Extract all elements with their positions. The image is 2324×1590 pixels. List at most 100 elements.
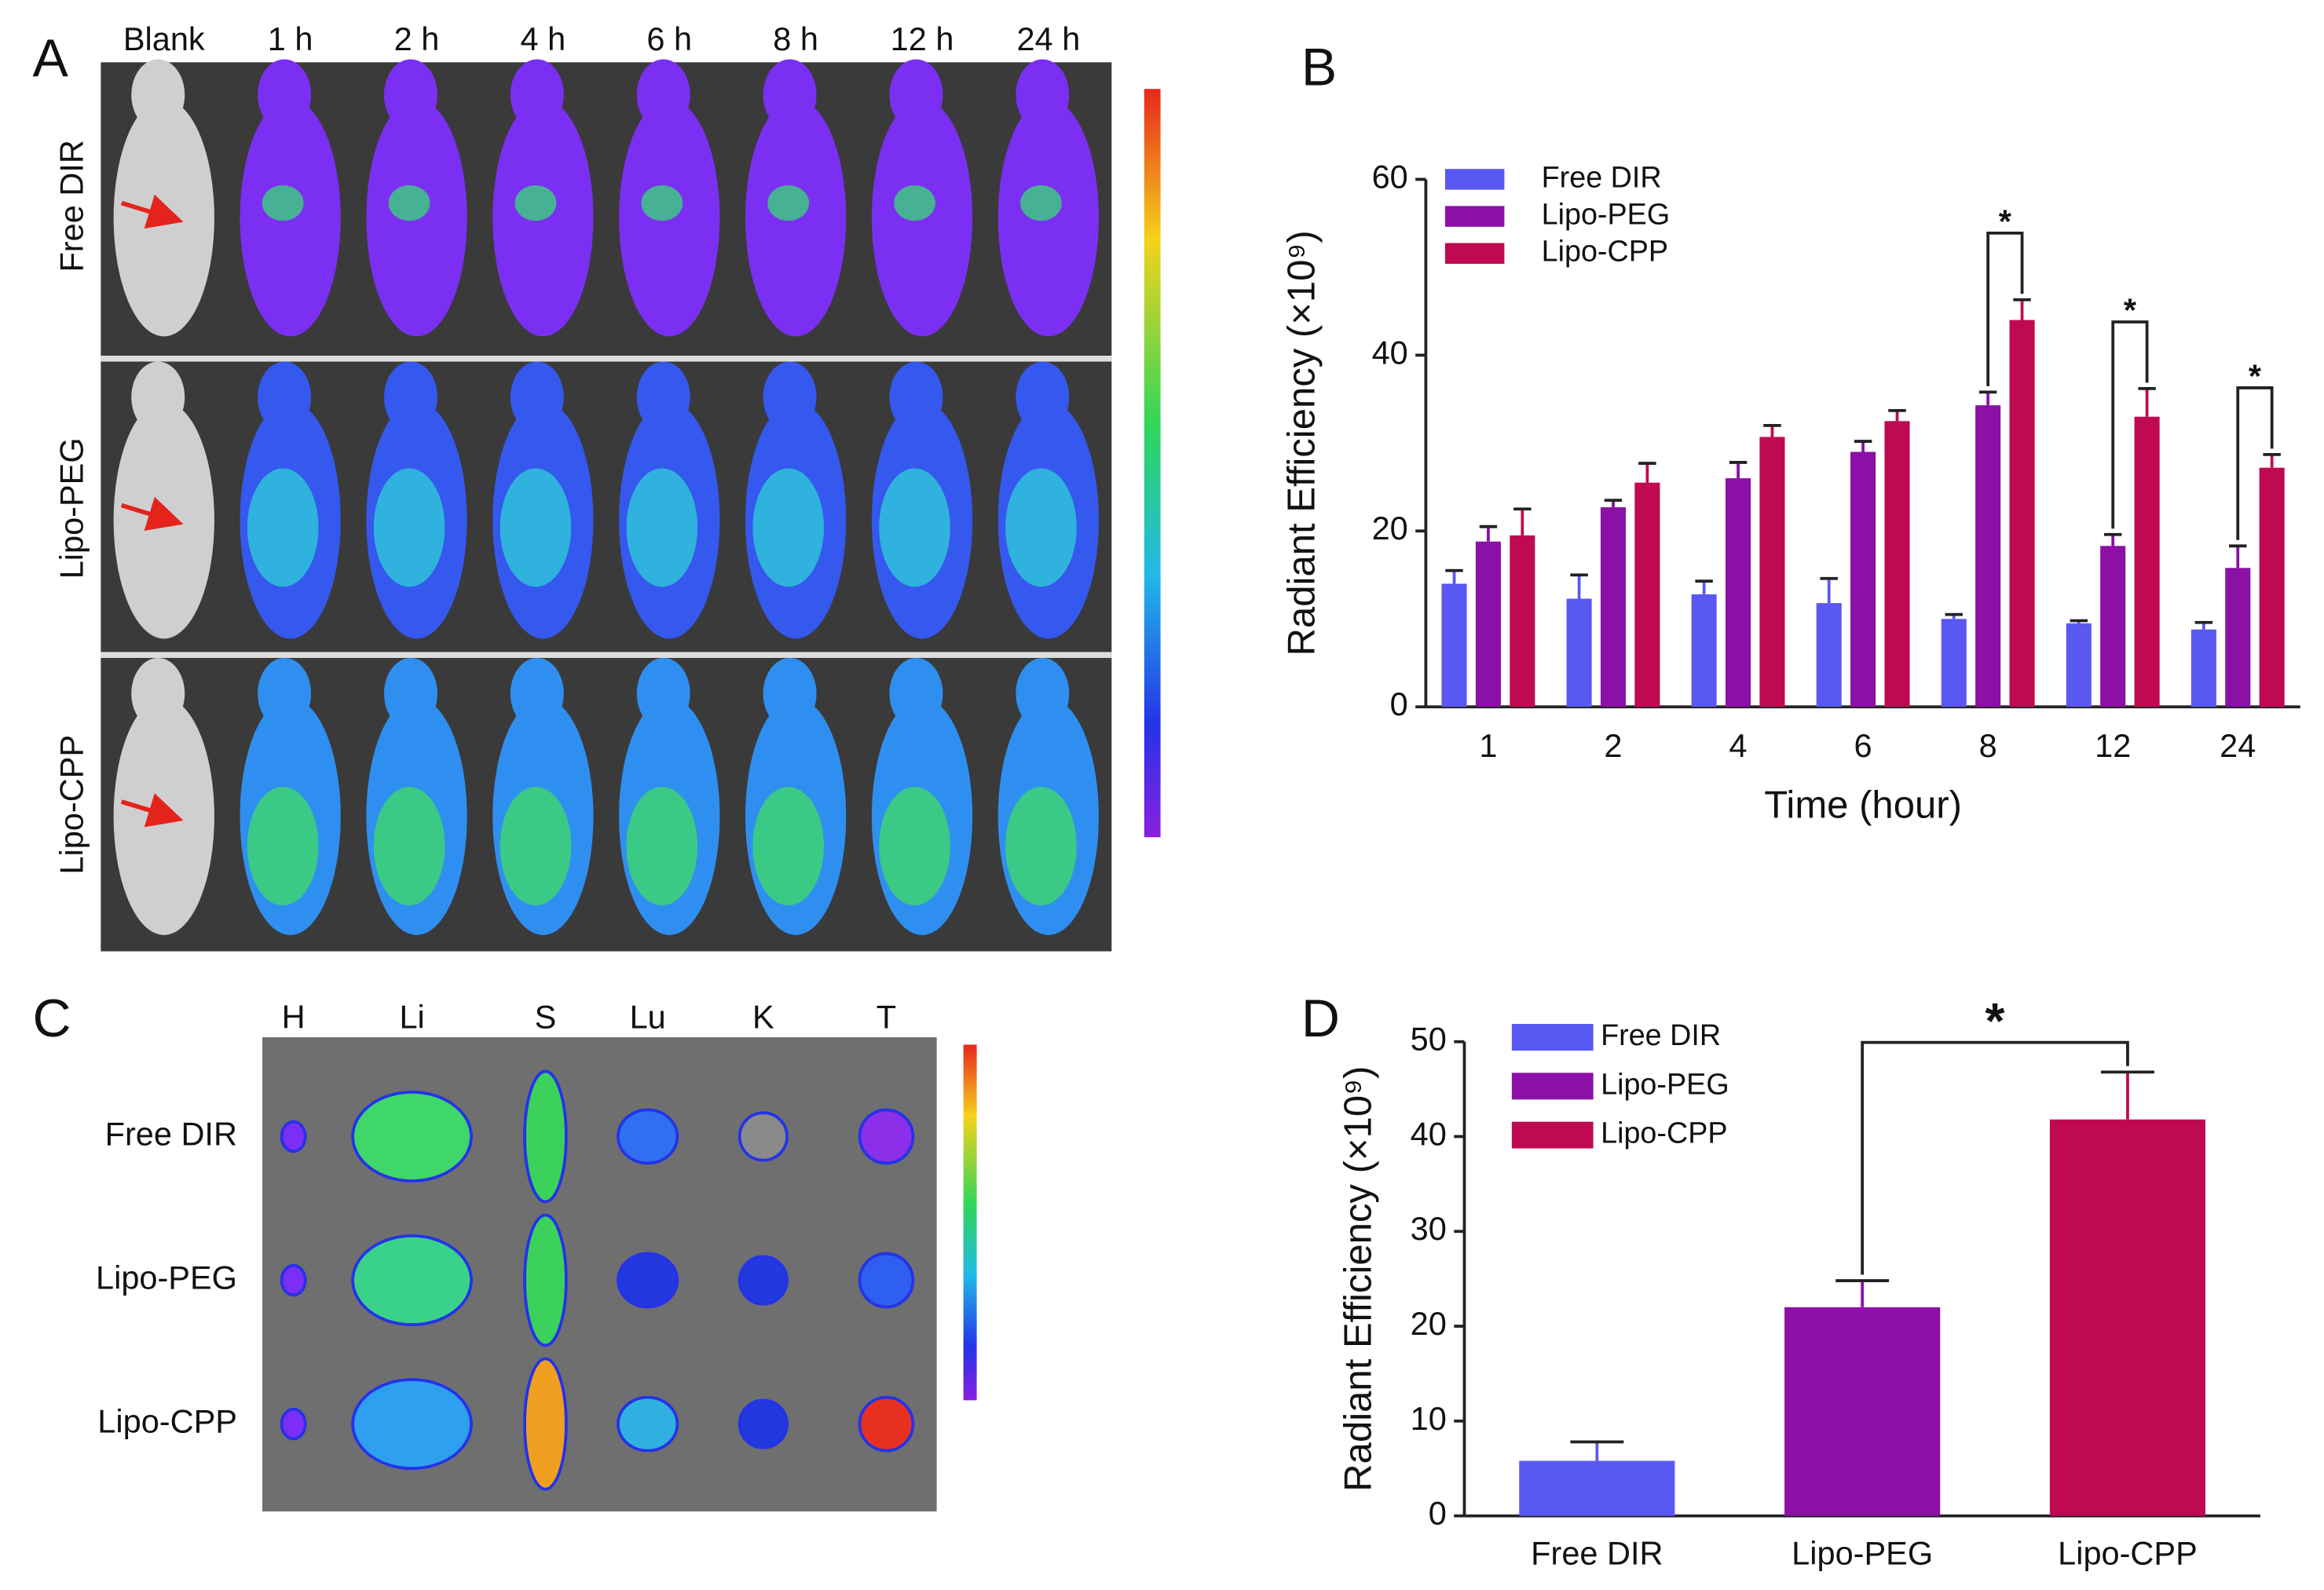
panel-label: A (33, 29, 69, 88)
signal (1005, 468, 1077, 587)
bar (1691, 594, 1717, 707)
x-tick-label: 2 (1604, 727, 1622, 764)
x-tick-label: 8 (1979, 727, 1997, 764)
organ (858, 1395, 915, 1453)
y-tick-label: 60 (1372, 158, 1408, 195)
y-tick-label: 0 (1390, 685, 1408, 722)
color-scale (963, 1044, 977, 1401)
signal (767, 185, 810, 221)
signal (879, 787, 950, 906)
signal (514, 185, 557, 221)
organ (617, 1395, 679, 1453)
mouse-head (1016, 59, 1070, 131)
signal (262, 185, 304, 221)
mouse-head (258, 657, 312, 729)
column-label: T (877, 998, 896, 1035)
signal (879, 468, 950, 587)
column-label: 6 h (646, 20, 692, 57)
bar (2009, 320, 2035, 707)
bar (2134, 416, 2160, 707)
x-tick-label: Free DIR (1531, 1535, 1663, 1572)
panel-label: D (1301, 989, 1340, 1048)
mouse-head (258, 59, 312, 131)
organ (737, 1255, 789, 1306)
y-tick-label: 20 (1372, 510, 1408, 546)
column-label: S (535, 998, 557, 1035)
bar (2066, 623, 2092, 707)
signal (388, 185, 430, 221)
bar (2100, 546, 2126, 707)
organ (523, 1069, 568, 1204)
organ (523, 1213, 568, 1347)
row-label: Lipo-CPP (53, 735, 90, 875)
column-label: 4 h (521, 20, 566, 57)
mouse-head (1016, 361, 1070, 433)
legend-label: Free DIR (1542, 160, 1662, 193)
legend-label: Lipo-CPP (1601, 1117, 1728, 1150)
bar (1784, 1307, 1941, 1516)
arrow (120, 793, 184, 828)
column-label: 1 h (268, 20, 313, 57)
legend-label: Lipo-PEG (1542, 198, 1671, 231)
signal (500, 787, 572, 906)
signal (752, 787, 825, 906)
row-label: Lipo-PEG (53, 437, 90, 579)
organ (617, 1252, 679, 1309)
mouse-head (131, 59, 185, 131)
bar (1726, 478, 1751, 707)
mouse-head (510, 657, 564, 729)
significance-bracket (2236, 386, 2274, 540)
panel-label: B (1301, 38, 1337, 97)
bar (1816, 603, 1842, 707)
column-label: 2 h (394, 20, 440, 57)
x-tick-label: 4 (1729, 727, 1748, 764)
panel-a: Blank 1 h 2 h 4 h 6 h 8 h 12 h 24 h Free DIR Lipo… (53, 20, 1112, 935)
bar (2225, 568, 2251, 707)
mouse-head (636, 361, 690, 433)
mouse-head (131, 657, 185, 729)
bar (1566, 598, 1592, 707)
mouse-head (889, 59, 943, 131)
row-label: Free DIR (53, 140, 90, 272)
legend-label: Free DIR (1601, 1018, 1721, 1051)
annotation: * (2124, 292, 2137, 329)
y-tick-label: 20 (1411, 1305, 1447, 1342)
organ (858, 1252, 915, 1309)
column-label: Lu (630, 998, 666, 1035)
legend-swatch (1511, 1121, 1594, 1149)
legend-swatch (1444, 206, 1505, 227)
row-label: Free DIR (105, 1115, 237, 1152)
charts: 0 20 40 60 Radiant Efficiency (×10⁹) Time (ho… (1281, 158, 2300, 1572)
mouse-head (889, 657, 943, 729)
mouse-head (383, 361, 437, 433)
organ (280, 1407, 307, 1441)
signal (626, 468, 698, 587)
bar (2049, 1119, 2206, 1516)
signal (641, 185, 683, 221)
organ (280, 1263, 307, 1297)
signal (373, 787, 445, 906)
legend-swatch (1511, 1073, 1594, 1100)
mouse-head (763, 59, 817, 131)
color-scale (1144, 89, 1161, 838)
x-tick-label: 1 (1479, 727, 1497, 764)
y-tick-label: 40 (1411, 1115, 1447, 1152)
mouse-head (763, 361, 817, 433)
arrow (120, 496, 184, 532)
organ (617, 1108, 679, 1165)
mouse-head (383, 657, 437, 729)
annotation: * (2249, 358, 2262, 395)
significance-bracket (2111, 320, 2149, 529)
y-axis-label: Radiant Efficiency (×10⁹) (1281, 230, 1323, 656)
column-label: Blank (123, 20, 205, 57)
bar (1759, 437, 1785, 707)
arrow (120, 194, 184, 229)
mouse-head (889, 361, 943, 433)
mouse-head (258, 361, 312, 433)
column-label: 8 h (773, 20, 818, 57)
mouse-head (763, 657, 817, 729)
mouse-head (131, 361, 185, 433)
legend-swatch (1444, 243, 1505, 264)
x-axis-label: Time (hour) (1764, 784, 1962, 826)
row-label: Lipo-PEG (96, 1259, 237, 1296)
